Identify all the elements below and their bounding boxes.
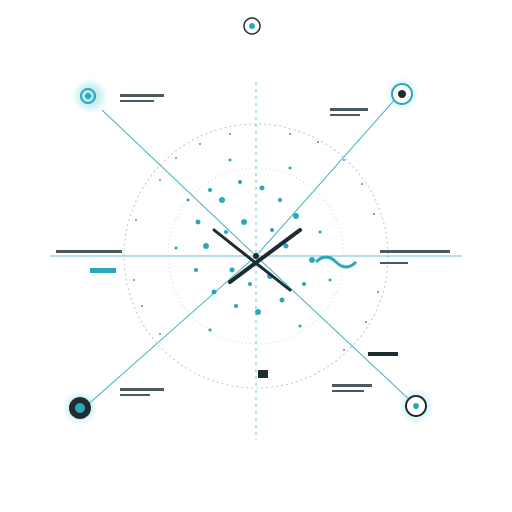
hand-short: [212, 228, 292, 292]
connector-bottom-right: [255, 255, 415, 405]
connector-bottom-left: [83, 255, 257, 409]
connector-top-left: [101, 109, 257, 257]
hand-long: [228, 228, 302, 284]
connector-top-right: [255, 95, 399, 257]
top-emblem-eye-icon: [243, 17, 261, 35]
hand-pivot: [253, 253, 259, 259]
callout-bottom-left-lens-icon: [62, 390, 98, 426]
right-loop: [314, 255, 358, 269]
callout-top-right-eye-icon: [386, 78, 418, 110]
label-plates: [56, 94, 450, 396]
center-cluster: [174, 158, 332, 332]
callout-top-left-eye-icon: [72, 78, 108, 114]
callout-bottom-right-lens-icon: [398, 388, 434, 424]
ring-dots: [133, 133, 379, 351]
